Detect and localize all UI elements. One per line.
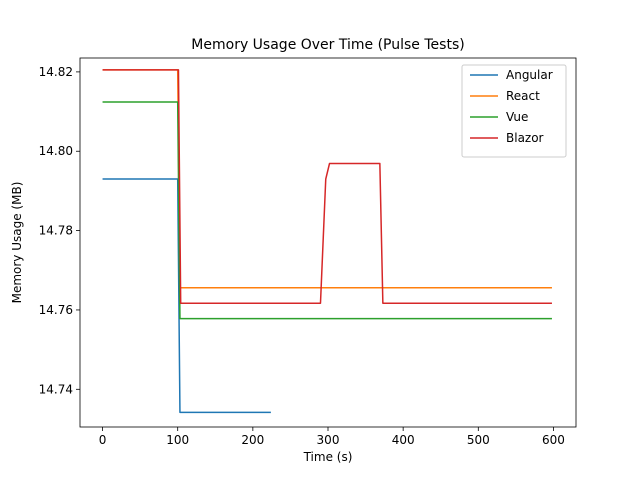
series-line-blazor — [102, 69, 552, 304]
legend-box — [461, 64, 567, 158]
y-axis-label: Memory Usage (MB) — [10, 182, 24, 304]
series-layer — [102, 69, 552, 414]
y-tick-label: 14.80 — [39, 144, 73, 158]
legend-label: Angular — [506, 68, 553, 82]
x-axis-label: Time (s) — [303, 450, 353, 464]
x-tick-label: 200 — [241, 433, 264, 447]
series-line-vue — [102, 101, 552, 320]
x-tick-label: 100 — [166, 433, 189, 447]
x-tick-label: 0 — [99, 433, 107, 447]
y-axis: 14.74 14.76 14.78 14.80 14.82 — [39, 65, 80, 396]
y-tick-label: 14.76 — [39, 303, 73, 317]
x-tick-label: 600 — [542, 433, 565, 447]
chart-title: Memory Usage Over Time (Pulse Tests) — [191, 37, 464, 53]
series-line-angular — [102, 178, 271, 414]
y-tick-label: 14.78 — [39, 224, 73, 238]
x-tick-label: 400 — [392, 433, 415, 447]
legend-label: React — [506, 89, 540, 103]
x-axis: 0 100 200 300 400 500 600 — [99, 427, 565, 447]
legend-label: Blazor — [506, 131, 544, 145]
x-tick-label: 300 — [317, 433, 340, 447]
x-tick-label: 500 — [467, 433, 490, 447]
legend-label: Vue — [506, 110, 528, 124]
y-tick-label: 14.74 — [39, 382, 73, 396]
legend: Angular React Vue Blazor — [461, 64, 567, 158]
y-tick-label: 14.82 — [39, 65, 73, 79]
